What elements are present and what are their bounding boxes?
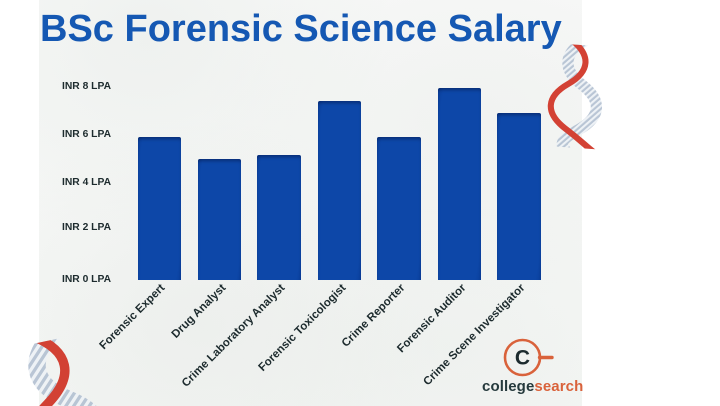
svg-text:C: C xyxy=(515,347,530,370)
